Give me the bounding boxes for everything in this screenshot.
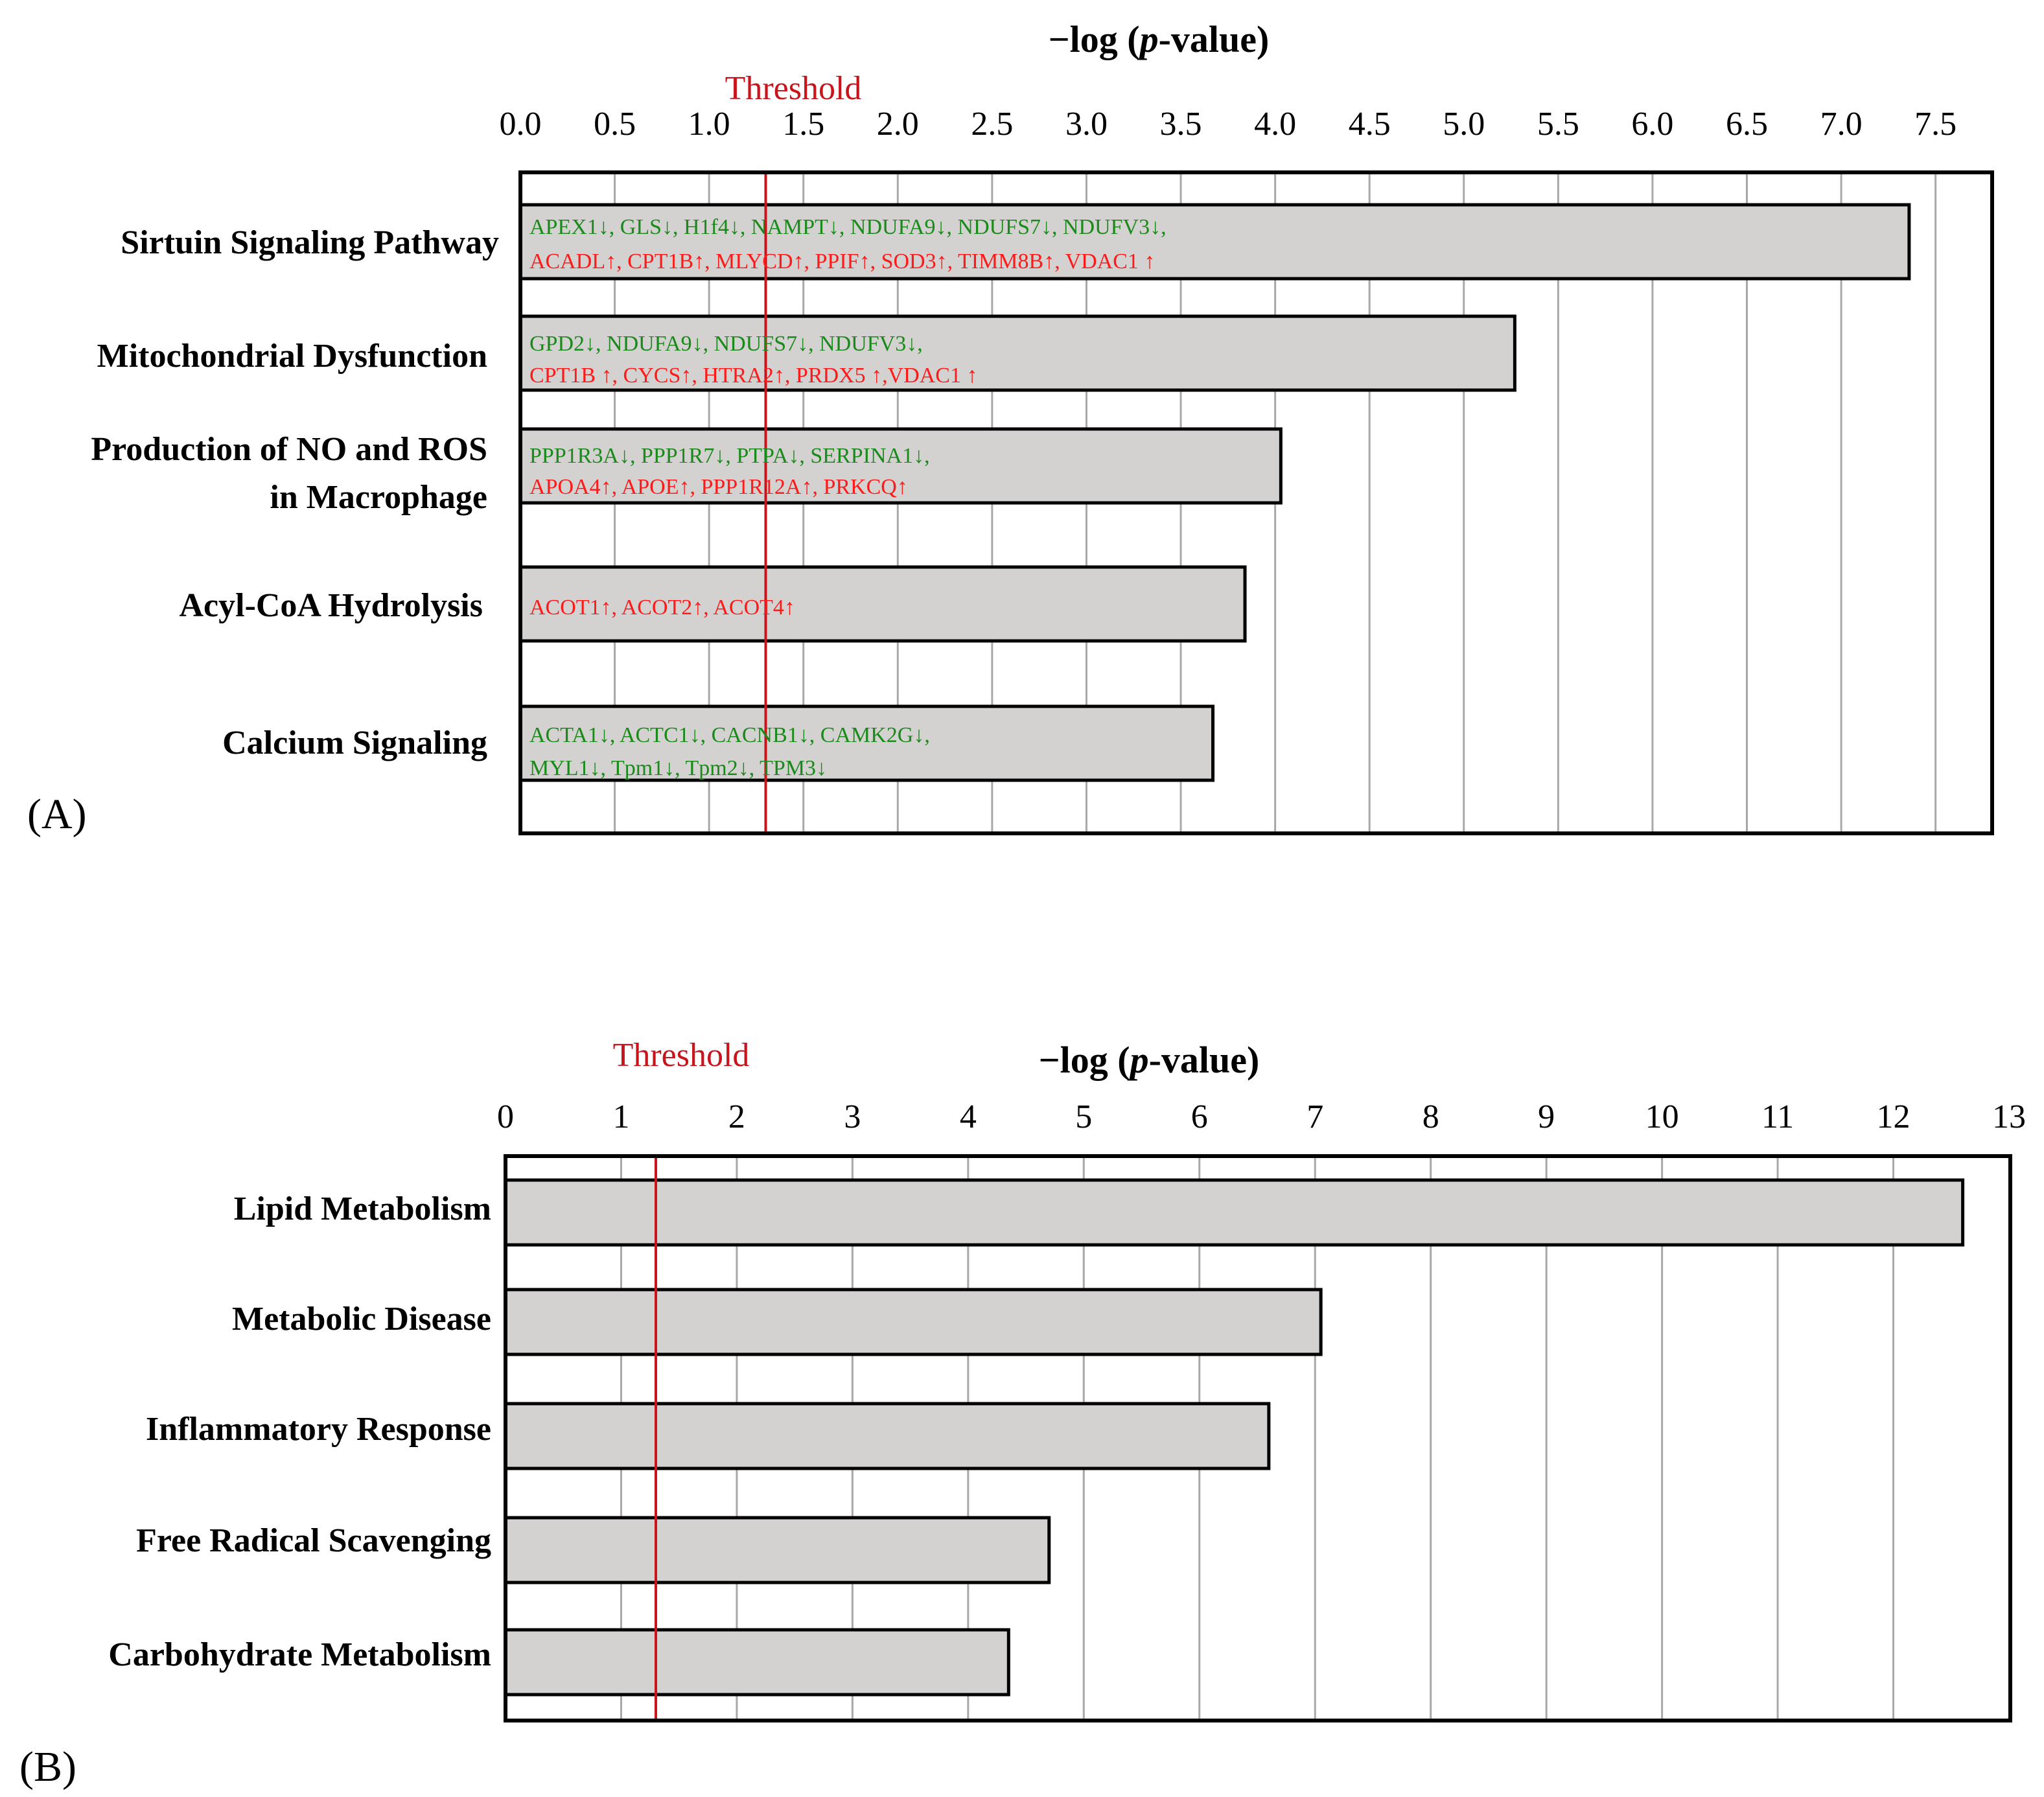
bar <box>518 704 1215 782</box>
gene-list-up: ACADL↑, CPT1B↑, MLYCD↑, PPIF↑, SOD3↑, TI… <box>529 249 1155 273</box>
category-label: in Macrophage <box>270 479 487 516</box>
x-tick-label: 4.0 <box>1254 106 1296 143</box>
x-tick-label: 6.0 <box>1631 106 1673 143</box>
x-tick-label: 7 <box>1307 1098 1323 1135</box>
x-tick-label: 7.0 <box>1820 106 1863 143</box>
panel-label: (B) <box>19 1743 76 1791</box>
x-tick-label: 4 <box>960 1098 977 1135</box>
threshold-label: Threshold <box>725 70 862 107</box>
category-label: Free Radical Scavenging <box>136 1522 491 1559</box>
x-tick-label: 8 <box>1423 1098 1439 1135</box>
gene-list-down: GPD2↓, NDUFA9↓, NDUFS7↓, NDUFV3↓, <box>529 332 923 356</box>
x-tick-label: 1 <box>612 1098 629 1135</box>
chart-panel-a: −log (p-value) 0.0 0.5 1.0 1.5 2.0 2.5 3.0 3.5 4.… <box>27 18 1994 838</box>
gene-list-down: PPP1R3A↓, PPP1R7↓, PTPA↓, SERPINA1↓, <box>529 444 930 468</box>
category-label: Production of NO and ROS <box>91 431 487 468</box>
category-label: Acyl-CoA Hydrolysis <box>179 587 483 624</box>
axis-title-part: p <box>1137 18 1159 60</box>
gene-list-up: CPT1B ↑, CYCS↑, HTRA2↑, PRDX5 ↑,VDAC1 ↑ <box>529 364 977 388</box>
gene-list-up: APOA4↑, APOE↑, PPP1R12A↑, PRKCQ↑ <box>529 475 908 499</box>
category-label: Metabolic Disease <box>232 1301 491 1338</box>
x-tick-label: 5 <box>1075 1098 1092 1135</box>
x-tick-label: 1.5 <box>782 106 824 143</box>
category-label: Lipid Metabolism <box>234 1190 491 1227</box>
panel-label: (A) <box>27 791 87 838</box>
x-tick-label: 5.0 <box>1443 106 1485 143</box>
x-tick-label: 0.5 <box>594 106 636 143</box>
gene-list-up: ACOT1↑, ACOT2↑, ACOT4↑ <box>529 596 795 620</box>
axis-title-part: -value) <box>1159 18 1270 60</box>
x-tick-label: 7.5 <box>1914 106 1957 143</box>
threshold-label: Threshold <box>613 1037 750 1074</box>
bar <box>504 1178 1965 1247</box>
x-tick-label: 3.0 <box>1065 106 1108 143</box>
gene-list-down: APEX1↓, GLS↓, H1f4↓, NAMPT↓, NDUFA9↓, ND… <box>529 215 1167 239</box>
gene-list-down: MYL1↓, Tpm1↓, Tpm2↓, TPM3↓ <box>529 756 827 780</box>
bar <box>504 1288 1323 1356</box>
axis-title-part: −log ( <box>1049 18 1140 60</box>
axis-title-part: p <box>1127 1039 1149 1081</box>
x-tick-label: 13 <box>1992 1098 2026 1135</box>
x-tick-label: 0.0 <box>500 106 542 143</box>
x-tick-label: 6 <box>1191 1098 1208 1135</box>
plot-frame <box>518 170 1994 835</box>
x-tick-label: 11 <box>1761 1098 1794 1135</box>
axis-title: −log (p-value) <box>1049 18 1270 60</box>
x-tick-label: 2.5 <box>971 106 1013 143</box>
category-label: Carbohydrate Metabolism <box>108 1636 491 1673</box>
x-tick-label: 12 <box>1877 1098 1910 1135</box>
x-tick-label: 2.0 <box>877 106 919 143</box>
bar <box>504 1402 1271 1470</box>
bar <box>504 1516 1051 1584</box>
axis-title-part: -value) <box>1149 1039 1260 1081</box>
x-tick-label: 10 <box>1645 1098 1679 1135</box>
x-tick-label: 2 <box>728 1098 745 1135</box>
x-tick-label: 3.5 <box>1160 106 1202 143</box>
x-tick-label: 9 <box>1538 1098 1555 1135</box>
category-label: Sirtuin Signaling Pathway <box>121 224 499 261</box>
x-tick-label: 0 <box>497 1098 514 1135</box>
x-tick-label: 1.0 <box>688 106 730 143</box>
category-label: Mitochondrial Dysfunction <box>97 338 487 375</box>
x-tick-label: 4.5 <box>1349 106 1391 143</box>
axis-title-part: −log ( <box>1039 1039 1130 1081</box>
plot-frame <box>504 1154 2012 1722</box>
bar <box>504 1628 1010 1697</box>
x-tick-label: 3 <box>844 1098 861 1135</box>
bar <box>518 565 1247 643</box>
gene-list-down: ACTA1↓, ACTC1↓, CACNB1↓, CAMK2G↓, <box>529 723 930 747</box>
x-tick-label: 6.5 <box>1726 106 1768 143</box>
category-label: Inflammatory Response <box>146 1411 491 1448</box>
chart-panel-b: −log (p-value)0 1 2 3 4 5 6 7 8 9 10 11 12 13Threshol… <box>19 1037 2026 1791</box>
bar <box>518 314 1516 392</box>
axis-title: −log (p-value) <box>1039 1039 1260 1081</box>
x-tick-label: 5.5 <box>1537 106 1579 143</box>
bar <box>518 427 1283 505</box>
category-label: Calcium Signaling <box>222 725 487 761</box>
